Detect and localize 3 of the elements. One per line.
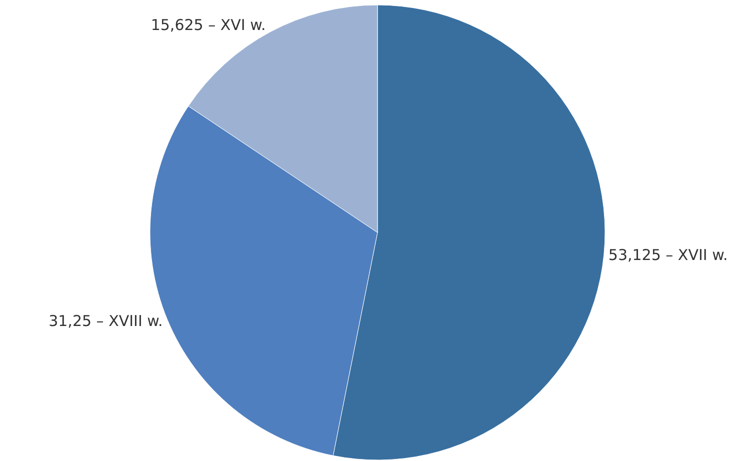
slice-label: 53,125 – XVII w. <box>608 246 728 264</box>
slice-label: 15,625 – XVI w. <box>150 16 266 34</box>
slice-label: 31,25 – XVIII w. <box>48 312 163 330</box>
